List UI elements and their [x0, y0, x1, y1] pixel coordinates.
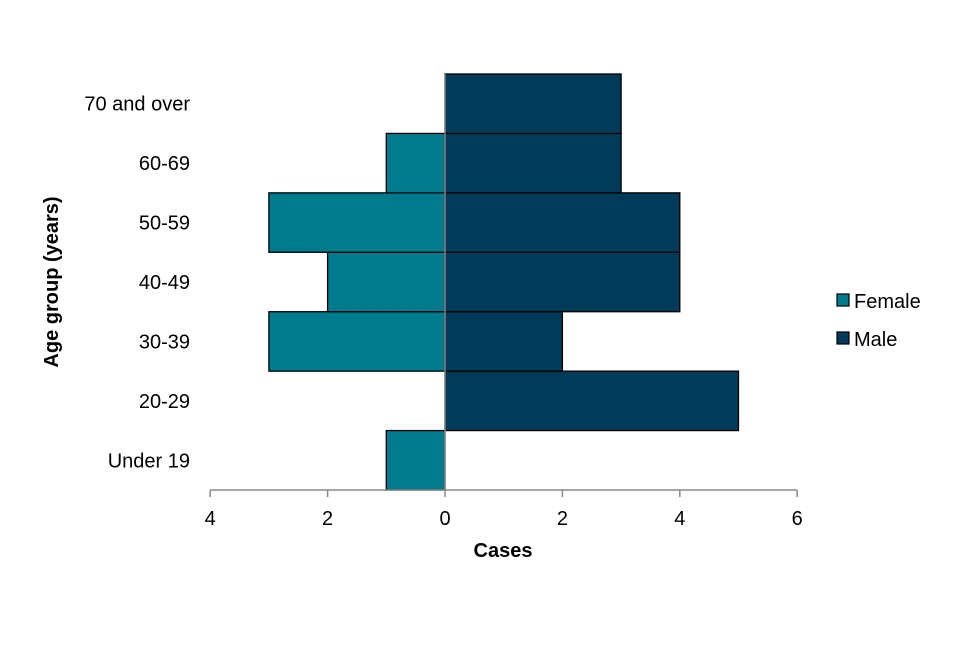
legend: Female Male: [836, 291, 921, 351]
legend-swatch-male: [836, 331, 850, 345]
y-tick-label: 20-29: [139, 391, 190, 413]
bar-female-60-69: [385, 132, 446, 194]
bar-male-60-69: [444, 132, 622, 194]
bar-female-under-19: [385, 429, 446, 491]
x-tick-label: 2: [322, 508, 333, 530]
bar-male-20-29: [444, 370, 740, 432]
y-tick-label: 50-59: [139, 213, 190, 235]
y-tick-label: 30-39: [139, 331, 190, 353]
x-tick-label: 6: [792, 508, 803, 530]
bar-female-40-49: [326, 251, 446, 313]
legend-label-female: Female: [854, 291, 921, 313]
legend-label-male: Male: [854, 329, 897, 351]
x-tick-label: 4: [674, 508, 685, 530]
y-tick-label: 70 and over: [84, 94, 190, 116]
y-tick-label: 60-69: [139, 153, 190, 175]
bar-male-50-59: [444, 192, 681, 253]
y-tick-label: 40-49: [139, 272, 190, 294]
x-tick-label: 0: [439, 508, 450, 530]
bar-male-30-39: [444, 311, 564, 372]
y-tick-label: Under 19: [108, 450, 190, 472]
bar-female-50-59: [268, 192, 446, 253]
x-axis-title: Cases: [474, 540, 533, 562]
y-axis-title: Age group (years): [41, 196, 63, 367]
bar-female-30-39: [268, 311, 446, 372]
bar-male-70-and-over: [444, 73, 622, 135]
legend-swatch-female: [836, 293, 850, 307]
bar-male-40-49: [444, 251, 681, 313]
x-tick-label: 2: [557, 508, 568, 530]
x-tick-label: 4: [205, 508, 216, 530]
